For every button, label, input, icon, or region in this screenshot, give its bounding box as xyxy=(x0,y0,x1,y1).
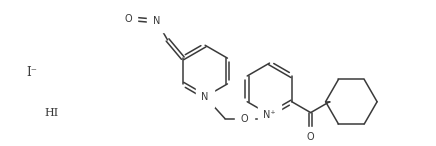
Text: O: O xyxy=(307,132,314,142)
Text: I⁻: I⁻ xyxy=(26,66,37,80)
Text: N⁺: N⁺ xyxy=(263,110,276,120)
Text: N: N xyxy=(153,16,160,26)
Text: N: N xyxy=(201,92,209,102)
Text: O: O xyxy=(124,14,132,24)
Text: O: O xyxy=(241,114,249,124)
Text: HI: HI xyxy=(44,108,59,119)
